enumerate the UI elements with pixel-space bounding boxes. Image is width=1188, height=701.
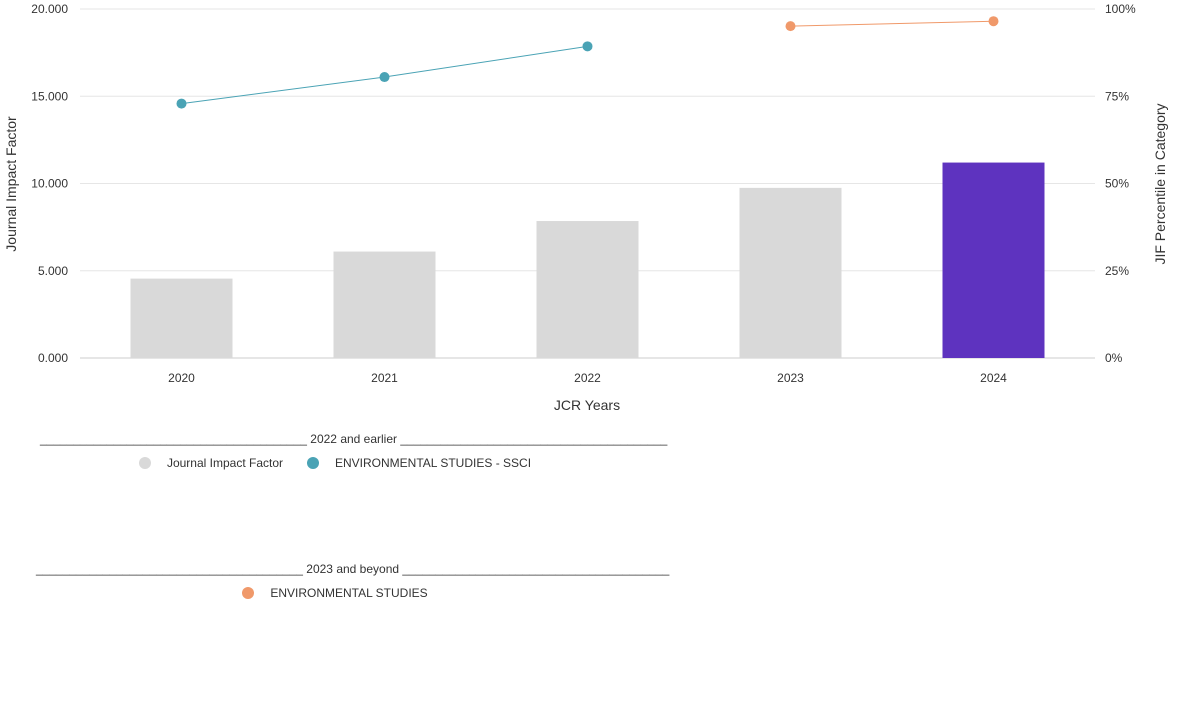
bars [130, 162, 1045, 358]
x-tick-label: 2023 [777, 371, 804, 385]
legend-item-environmental-studies-ssci[interactable]: ENVIRONMENTAL STUDIES - SSCI [307, 456, 531, 470]
gridlines [80, 8, 1095, 359]
bar-2020 [130, 278, 233, 358]
bar-2023 [739, 187, 842, 358]
y2-tick-label: 0% [1105, 351, 1123, 365]
legend-title-2023-and-beyond: ________________________________________… [36, 562, 670, 576]
y-tick-label: 15.000 [31, 89, 68, 103]
y2-axis-title: JIF Percentile in Category [1152, 103, 1168, 264]
bar-2024 [942, 162, 1045, 358]
y2-tick-label: 100% [1105, 2, 1136, 16]
series-point-0-2020 [176, 98, 187, 109]
legend-title-2022-and-earlier: ________________________________________… [40, 432, 668, 446]
x-axis-title: JCR Years [554, 397, 620, 413]
series-point-1-2023 [785, 21, 796, 32]
legend-marker-jif [138, 457, 151, 469]
axes: 0.000 5.000 10.000 15.000 20.000 0% 25% 50% 75% 1… [31, 2, 1136, 385]
y2-tick-label: 75% [1105, 89, 1129, 103]
legend-marker-environmental-studies [242, 587, 255, 599]
bar-2022 [536, 221, 639, 358]
x-tick-label: 2021 [371, 371, 398, 385]
legend-items-2023-and-beyond: ENVIRONMENTAL STUDIES [36, 586, 634, 600]
y-tick-label: 20.000 [31, 2, 68, 16]
y-tick-label: 5.000 [38, 264, 68, 278]
legend-items-2022-and-earlier: Journal Impact Factor ENVIRONMENTAL STUD… [40, 456, 630, 470]
legend-2022-and-earlier: ________________________________________… [40, 432, 668, 470]
x-tick-label: 2022 [574, 371, 601, 385]
x-tick-label: 2024 [980, 371, 1007, 385]
y-axis-title: Journal Impact Factor [3, 116, 19, 252]
y-tick-label: 0.000 [38, 351, 68, 365]
legend-item-journal-impact-factor[interactable]: Journal Impact Factor [138, 456, 283, 470]
legend-2023-and-beyond: ________________________________________… [36, 562, 670, 600]
legend-label-environmental-studies: ENVIRONMENTAL STUDIES [270, 586, 428, 600]
percentile-lines [176, 16, 999, 109]
x-tick-label: 2020 [168, 371, 195, 385]
legend-item-environmental-studies[interactable]: ENVIRONMENTAL STUDIES [242, 586, 428, 600]
series-line-1 [790, 20, 994, 27]
y-tick-label: 10.000 [31, 177, 68, 191]
y2-tick-label: 25% [1105, 264, 1129, 278]
bar-2021 [333, 251, 436, 358]
y2-tick-label: 50% [1105, 177, 1129, 191]
legend-marker-ssci [307, 457, 319, 469]
jif-chart: 0.000 5.000 10.000 15.000 20.000 0% 25% 50% 75% 1… [3, 2, 1168, 413]
series-point-0-2022 [582, 41, 593, 52]
series-point-1-2024 [988, 16, 999, 27]
series-point-0-2021 [379, 72, 390, 83]
legend-label-ssci: ENVIRONMENTAL STUDIES - SSCI [335, 456, 532, 470]
legend-label-jif: Journal Impact Factor [166, 456, 283, 470]
